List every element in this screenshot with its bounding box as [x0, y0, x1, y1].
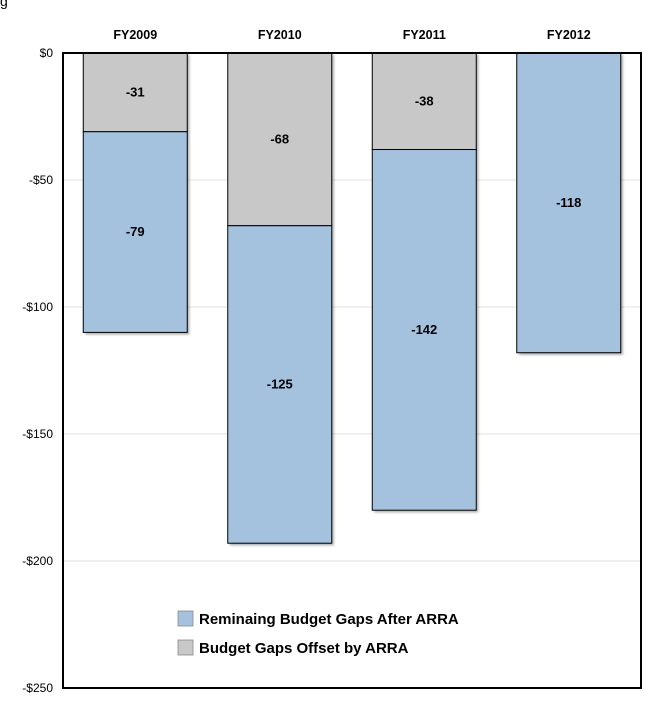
data-label: -31 [126, 84, 145, 99]
category-labels: FY2009 FY2010 FY2011 FY2012 [113, 28, 590, 42]
legend: Reminaing Budget Gaps After ARRA Budget G… [177, 610, 459, 657]
legend-label: Budget Gaps Offset by ARRA [199, 640, 409, 657]
y-tick-label: -$50 [29, 173, 53, 187]
data-label: -125 [267, 376, 293, 391]
bar-segment [371, 52, 477, 151]
legend-swatch [177, 639, 194, 656]
data-label: -118 [556, 195, 581, 210]
data-label: -38 [415, 93, 434, 108]
bar-segment [227, 225, 333, 544]
y-tick-label: -$150 [22, 427, 53, 441]
bar-segment [82, 131, 188, 333]
data-label: -68 [270, 131, 289, 146]
data-labels: -31 -79 -68 -125 -38 -142 -118 [126, 84, 582, 391]
data-label: -142 [411, 322, 437, 337]
legend-swatch [177, 610, 194, 627]
category-label: FY2011 [403, 28, 446, 42]
category-label: FY2012 [547, 28, 591, 42]
data-label: -79 [126, 224, 145, 239]
category-label: FY2009 [113, 28, 157, 42]
bars [82, 52, 622, 544]
y-tick-label: -$200 [22, 554, 53, 568]
legend-label: Reminaing Budget Gaps After ARRA [199, 611, 459, 628]
clipped-header-text: g [0, 0, 666, 14]
y-tick-label: $0 [40, 46, 54, 60]
bar-segment [516, 52, 622, 354]
y-tick-label: -$100 [22, 300, 53, 314]
category-label: FY2010 [258, 28, 302, 42]
bar-segment [371, 149, 477, 511]
plot-frame [62, 52, 642, 689]
clipped-header-glyph: g [0, 0, 8, 9]
y-tick-label: -$250 [22, 681, 53, 695]
y-axis-tick-labels: $0 -$50 -$100 -$150 -$200 -$250 [22, 46, 53, 695]
